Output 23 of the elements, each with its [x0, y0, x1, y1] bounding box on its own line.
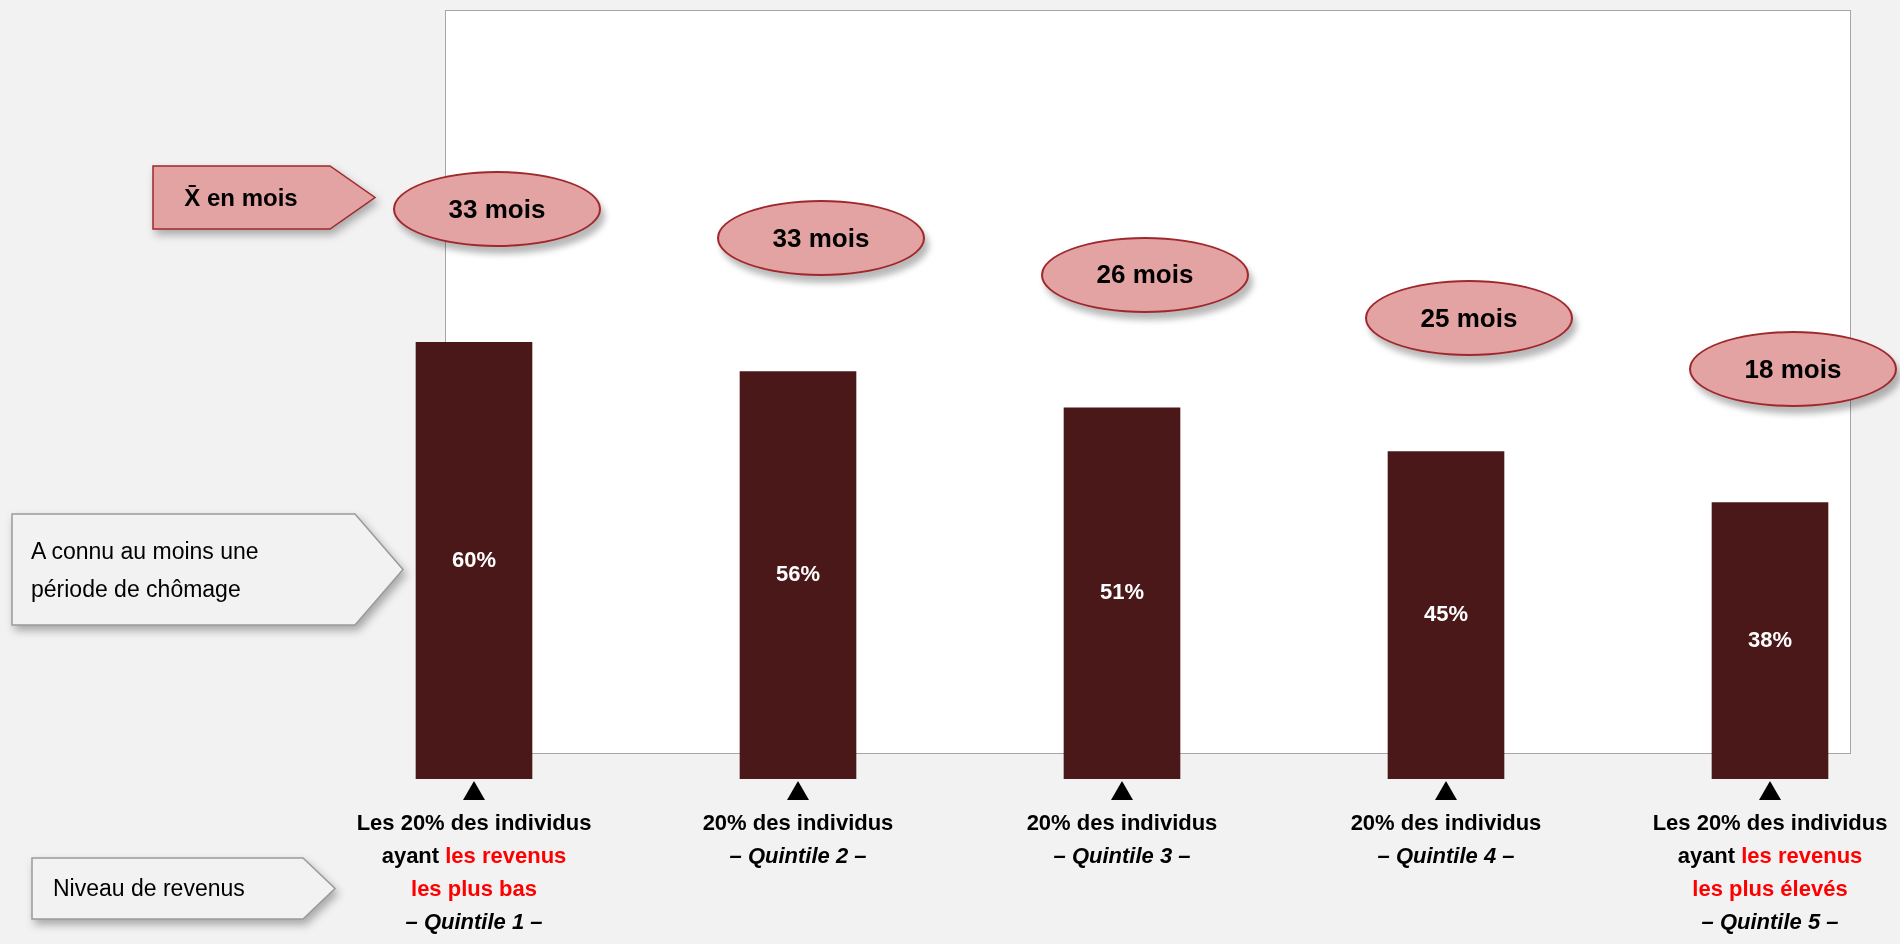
bar — [739, 371, 857, 779]
text: X̄ en mois — [183, 182, 299, 213]
x-tick-label: Les 20% des individus ayant les revenus les plus élevés – Quintile 5 – — [1651, 809, 1889, 936]
data-label: 60% — [451, 546, 497, 572]
annotation: 18 mois — [1744, 353, 1842, 385]
text: 33 mois — [448, 193, 546, 225]
text: 33 mois — [772, 222, 870, 254]
x-tick-label: 20% des individus – Quintile 4 – — [1349, 809, 1543, 870]
bar — [1387, 451, 1505, 779]
y-axis-title: A connu au moins une période de chômage — [31, 536, 260, 604]
x-tick-label: 20% des individus – Quintile 2 – — [701, 809, 895, 870]
bar — [1063, 407, 1181, 779]
x-tick-label: 20% des individus – Quintile 3 – — [1025, 809, 1219, 870]
x-tick-label: Les 20% des individus ayant les revenus les plus bas – Quintile 1 – — [355, 809, 593, 936]
data-label: 51% — [1099, 579, 1145, 605]
bar — [415, 342, 533, 779]
x-axis-title: Niveau de revenus — [53, 874, 245, 903]
data-label: 38% — [1747, 626, 1793, 652]
data-label: 56% — [775, 561, 821, 587]
bar — [1711, 502, 1829, 779]
text: 25 mois — [1420, 302, 1518, 334]
text: 26 mois — [1096, 259, 1194, 291]
data-label: 45% — [1423, 601, 1469, 627]
